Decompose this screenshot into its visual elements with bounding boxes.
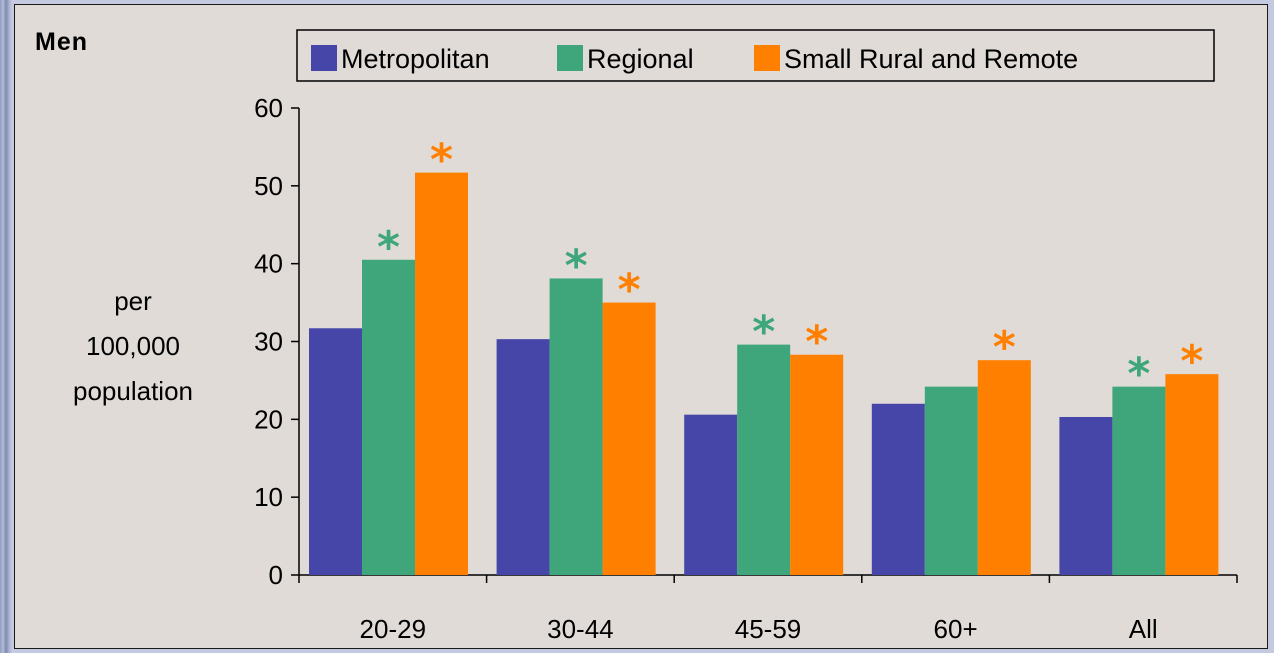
significance-star: * [430,135,453,186]
y-tick-label: 60 [254,93,283,123]
legend-swatch-metropolitan [311,45,337,71]
y-axis-label: per 100,000 population [73,286,193,406]
bar-regional-30-44 [549,278,603,575]
significance-star: * [993,322,1016,373]
legend-label-metropolitan: Metropolitan [341,44,490,74]
bar-small-rural-and-remote-60plus [977,360,1031,575]
bar-metropolitan-20-29 [309,328,362,575]
significance-star: * [1127,349,1150,400]
bar-small-rural-and-remote-45-59 [790,354,844,575]
significance-star: * [1180,336,1203,387]
y-tick-label: 30 [254,327,283,357]
x-tick-label: 20-29 [360,614,427,644]
bar-metropolitan-60plus [871,403,925,575]
y-axis-label-line-1: per [114,286,152,316]
bar-metropolitan-all [1059,416,1113,575]
significance-star: * [752,307,775,358]
bar-regional-20-29 [362,259,415,575]
x-tick-label: 60+ [934,614,978,644]
significance-star: * [377,222,400,273]
bar-small-rural-and-remote-30-44 [602,302,656,575]
y-tick-label: 50 [254,171,283,201]
bar-regional-60plus [924,386,978,575]
bars [309,172,1219,575]
significance-markers: * * * * * * * * * [377,135,1203,400]
x-tick-label: 30-44 [547,614,614,644]
y-tick-label: 0 [269,560,283,590]
y-axis-label-line-3: population [73,376,193,406]
bar-chart: Men per 100,000 population Metropolitan … [35,28,1238,644]
y-axis-label-line-2: 100,000 [86,331,180,361]
legend-swatch-small-rural-remote [754,45,780,71]
y-tick-label: 40 [254,249,283,279]
bar-small-rural-and-remote-all [1165,374,1219,575]
significance-star: * [618,265,641,316]
bar-small-rural-and-remote-20-29 [415,172,468,575]
legend-swatch-regional [557,45,583,71]
significance-star: * [805,317,828,368]
chart-title: Men [35,28,88,56]
bar-regional-45-59 [737,344,791,575]
x-tick-label: All [1129,614,1158,644]
legend-label-small-rural-remote: Small Rural and Remote [784,44,1078,74]
significance-star: * [565,240,588,291]
y-tick-label: 20 [254,404,283,434]
y-tick-label: 10 [254,482,283,512]
bar-metropolitan-30-44 [496,339,550,575]
legend: Metropolitan Regional Small Rural and Re… [296,29,1215,82]
legend-label-regional: Regional [587,44,694,74]
x-tick-label: 45-59 [735,614,802,644]
bar-metropolitan-45-59 [684,414,738,575]
bar-regional-all [1112,386,1166,575]
chart-panel: Men per 100,000 population Metropolitan … [14,4,1268,649]
